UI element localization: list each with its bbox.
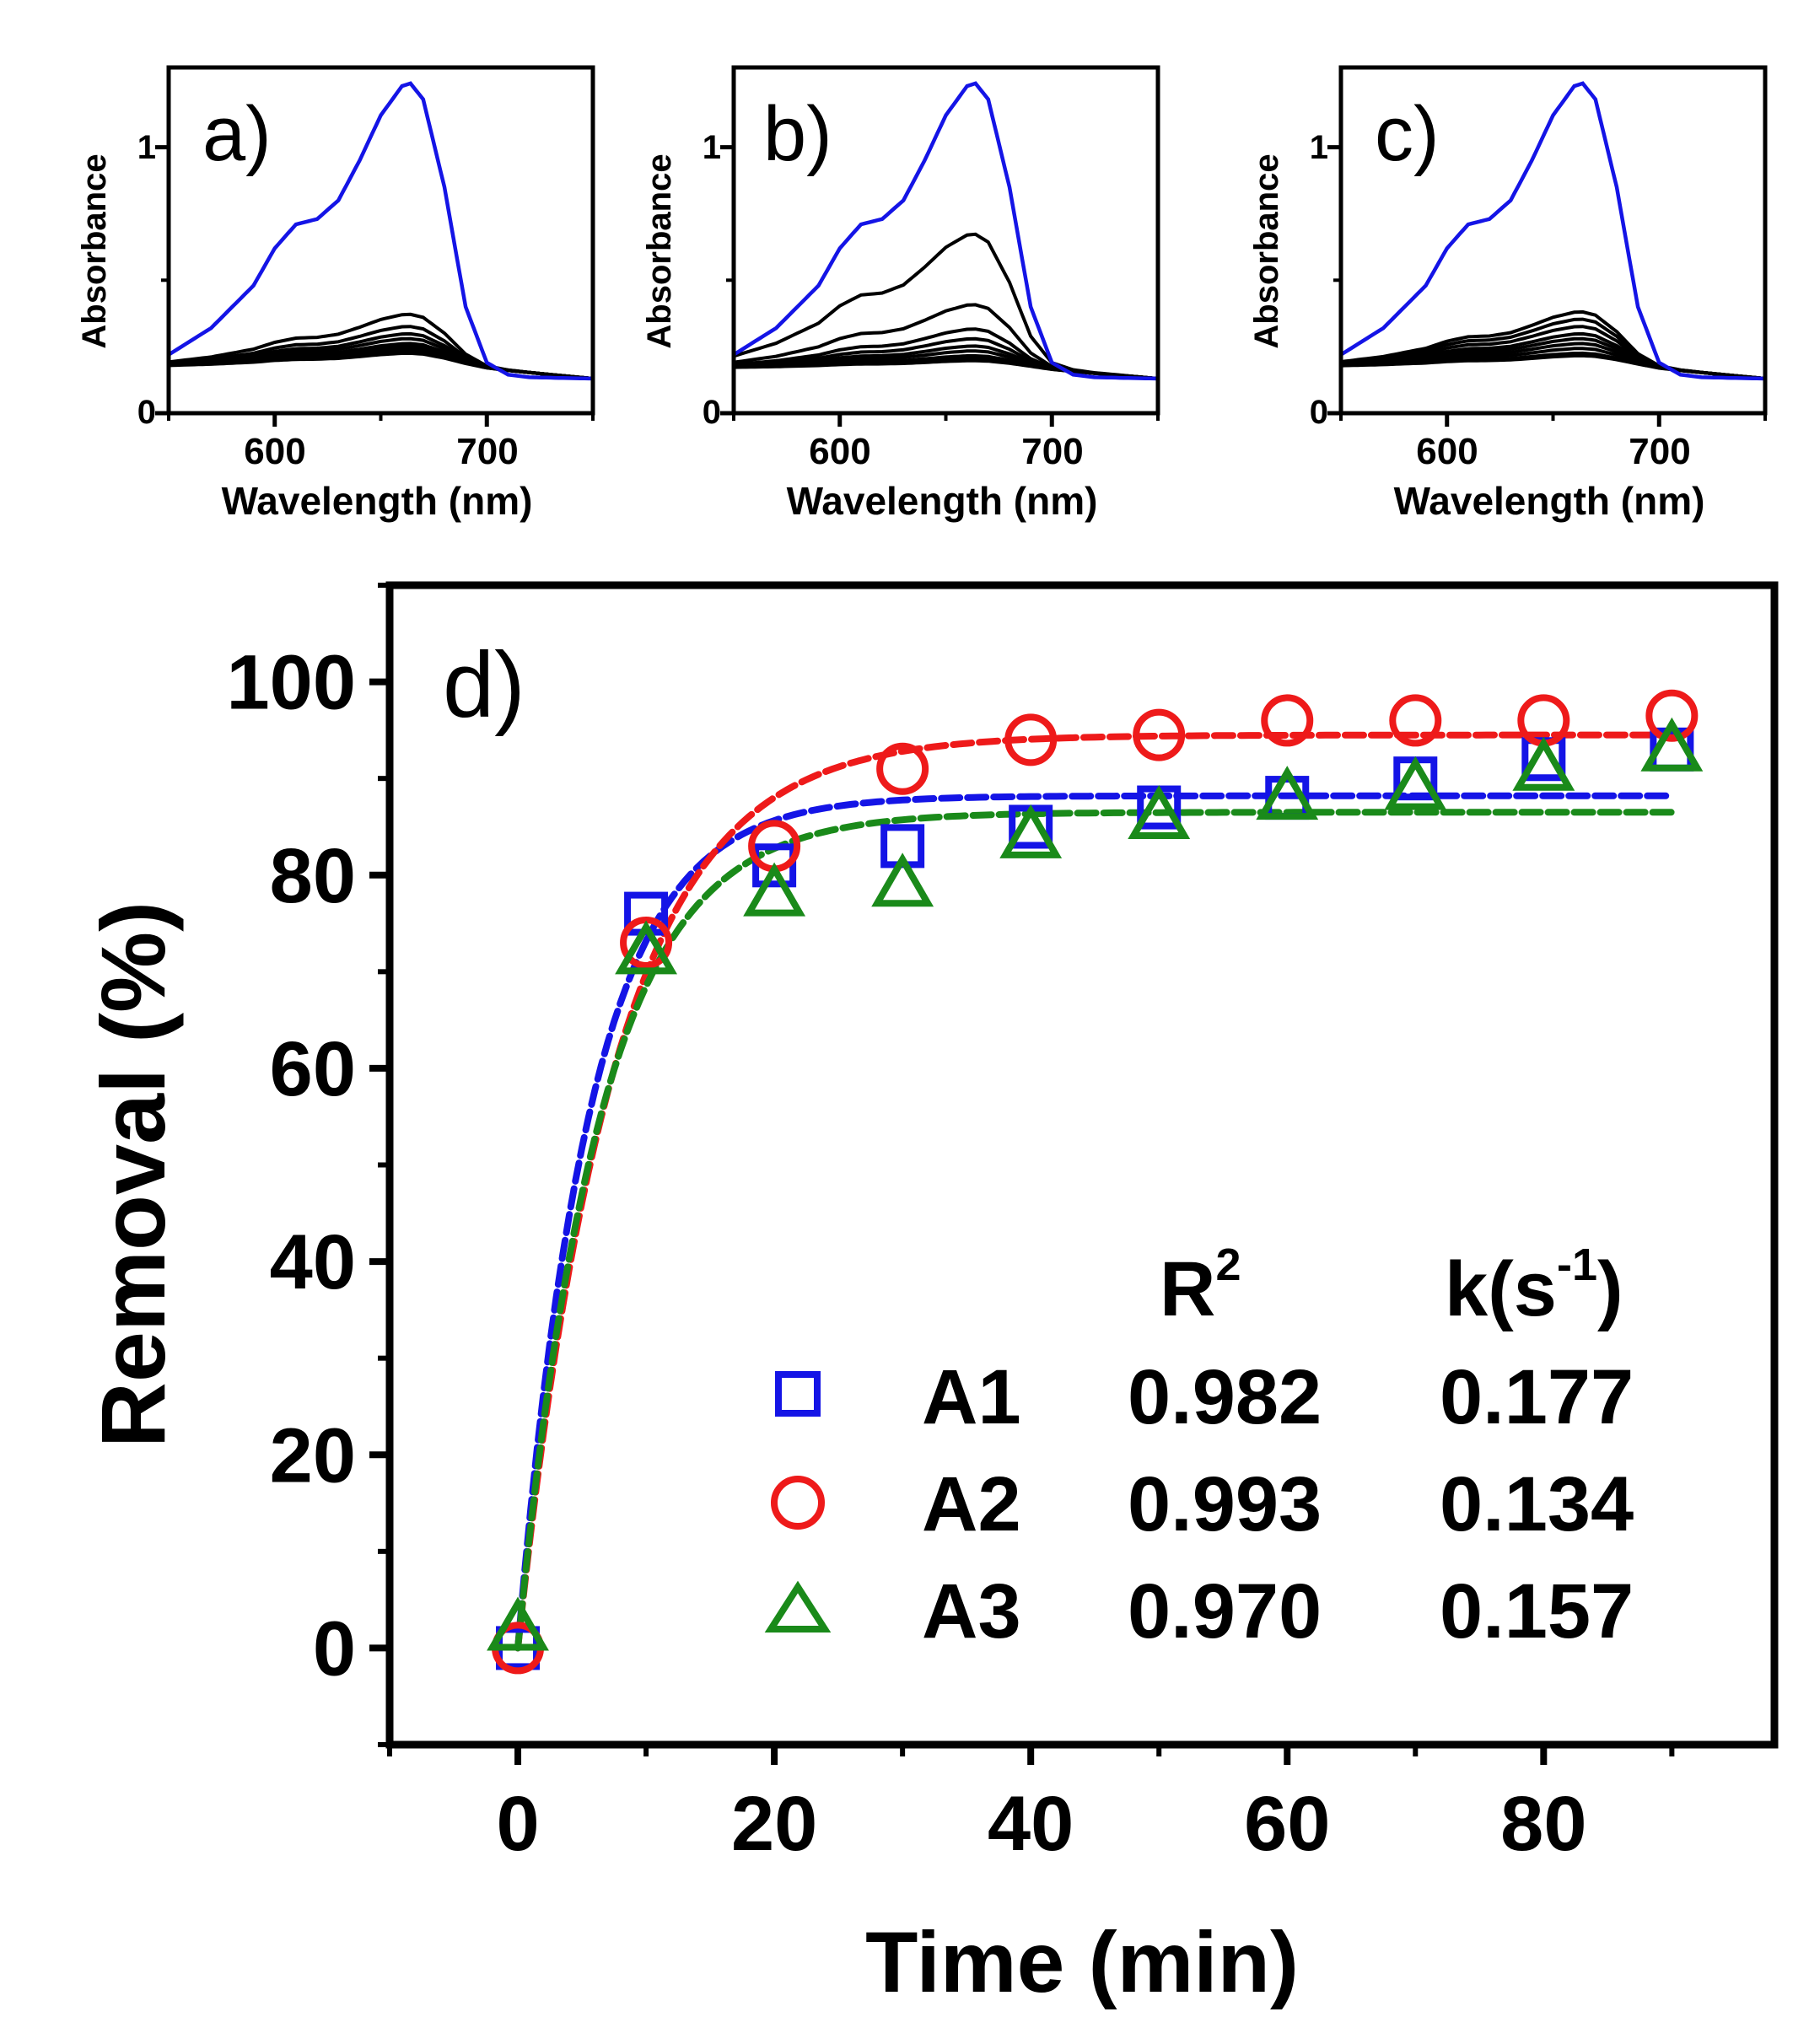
legend-d: R2 k(s-1) A1 0.982 0.177 A2 0.993 0.134 … (764, 1240, 1634, 1654)
legend-header-k: k(s-1) (1445, 1240, 1623, 1332)
data-point-a3-0 (487, 1596, 549, 1651)
xtick-label-d-80: 80 (1500, 1781, 1586, 1867)
legend-header-r2: R2 (1160, 1240, 1241, 1332)
legend-r2-a1: 0.982 (1128, 1354, 1322, 1440)
spectrum-line-a-9 (168, 351, 594, 380)
spectrum-line-b-9 (733, 358, 1159, 380)
spectra-plot-b (720, 81, 1160, 427)
removal-plot-d: 0 20 40 60 80 0 20 40 60 80 100 (227, 583, 1704, 1867)
data-point-a2-70 (1389, 694, 1442, 747)
data-point-a2-40 (1004, 713, 1058, 766)
data-point-a3-70 (1384, 756, 1447, 810)
panel-d: 0 20 40 60 80 0 20 40 60 80 100 d) Removal (%) Tim… (82, 581, 1779, 2010)
ylabel-a: Absorbance (76, 153, 113, 348)
ytick-label-a-1: 1 (137, 129, 156, 166)
ytick-label-c-0: 0 (1310, 394, 1328, 431)
ytick-label-d-60: 60 (270, 1026, 356, 1112)
fit-curve-a2 (514, 731, 1676, 1652)
data-point-a3-40 (999, 804, 1063, 858)
panel-b: b) 1 0 600 700 Wavelength (nm) Absorbanc… (641, 65, 1160, 523)
legend-r2-a3: 0.970 (1128, 1568, 1322, 1654)
fit-curve-a3 (514, 809, 1676, 1652)
initial-spectrum-line-b (732, 81, 1159, 381)
panel-label-d: d) (443, 633, 525, 737)
ytick-label-c-1: 1 (1310, 129, 1328, 166)
ylabel-d: Removal (%) (82, 901, 184, 1448)
spectrum-line-c-9 (1340, 353, 1766, 380)
ytick-label-d-100: 100 (227, 640, 357, 726)
xtick-label-a-700: 700 (456, 431, 518, 472)
data-point-a2-30 (876, 742, 929, 795)
legend-series-a1: A1 (922, 1354, 1021, 1440)
xtick-label-a-600: 600 (244, 431, 305, 472)
xtick-label-c-700: 700 (1629, 431, 1690, 472)
xtick-label-d-40: 40 (988, 1781, 1074, 1867)
xtick-label-d-60: 60 (1244, 1781, 1330, 1867)
ytick-label-a-0: 0 (137, 394, 156, 431)
xtick-label-d-20: 20 (731, 1781, 817, 1867)
ylabel-c: Absorbance (1248, 153, 1285, 348)
legend-r2-a2: 0.993 (1128, 1461, 1322, 1547)
panel-label-c: c) (1375, 91, 1440, 177)
legend-series-a2: A2 (922, 1461, 1021, 1547)
data-point-a3-90 (1640, 717, 1704, 772)
xlabel-c: Wavelength (nm) (1394, 479, 1705, 523)
panel-c: c) 1 0 600 700 Wavelength (nm) Absorbanc… (1248, 65, 1768, 523)
legend-k-a2: 0.134 (1440, 1461, 1634, 1547)
data-point-a3-10 (615, 920, 677, 975)
data-point-a2-10 (620, 916, 673, 969)
data-point-a3-30 (871, 853, 934, 907)
panel-a: a) 1 0 600 700 Wavelength (nm) Absorbanc… (76, 65, 595, 523)
data-point-a2-90 (1645, 689, 1699, 742)
ytick-label-b-1: 1 (703, 129, 721, 166)
xlabel-a: Wavelength (nm) (222, 479, 533, 523)
xtick-label-b-700: 700 (1021, 431, 1083, 472)
initial-spectrum-line-a (167, 81, 594, 381)
legend-marker-a2 (771, 1476, 825, 1530)
plot-frame-b (731, 65, 1160, 416)
xtick-label-c-600: 600 (1416, 431, 1478, 472)
panel-label-a: a) (202, 91, 272, 177)
data-point-a1-20 (752, 843, 797, 888)
legend-series-a3: A3 (922, 1568, 1021, 1654)
ytick-label-d-20: 20 (270, 1412, 356, 1498)
ylabel-b: Absorbance (641, 153, 678, 348)
spectra-plot-c (1327, 81, 1767, 427)
plot-frame-a (166, 65, 595, 416)
spectra-plot-a (155, 81, 595, 427)
data-point-a3-80 (1512, 736, 1575, 791)
legend-k-a1: 0.177 (1440, 1354, 1634, 1440)
data-point-a2-50 (1133, 708, 1186, 761)
data-point-a2-60 (1261, 694, 1314, 747)
xlabel-b: Wavelength (nm) (787, 479, 1098, 523)
legend-k-a3: 0.157 (1440, 1568, 1634, 1654)
data-point-a3-50 (1128, 784, 1191, 839)
ytick-label-b-0: 0 (703, 394, 721, 431)
plot-frame-d (385, 581, 1779, 1749)
panel-label-b: b) (763, 91, 832, 177)
ytick-label-d-40: 40 (270, 1219, 356, 1305)
legend-marker-a1 (775, 1371, 821, 1417)
ytick-label-d-0: 0 (313, 1606, 356, 1692)
legend-marker-a3 (764, 1580, 832, 1633)
xlabel-d: Time (min) (865, 1914, 1299, 2010)
data-point-a3-20 (743, 862, 806, 917)
data-point-a3-60 (1256, 766, 1319, 820)
initial-spectrum-line-c (1339, 81, 1766, 381)
xtick-label-b-600: 600 (809, 431, 870, 472)
plot-frame-c (1338, 65, 1768, 416)
xtick-label-d-0: 0 (496, 1781, 539, 1867)
ytick-label-d-80: 80 (270, 833, 356, 919)
